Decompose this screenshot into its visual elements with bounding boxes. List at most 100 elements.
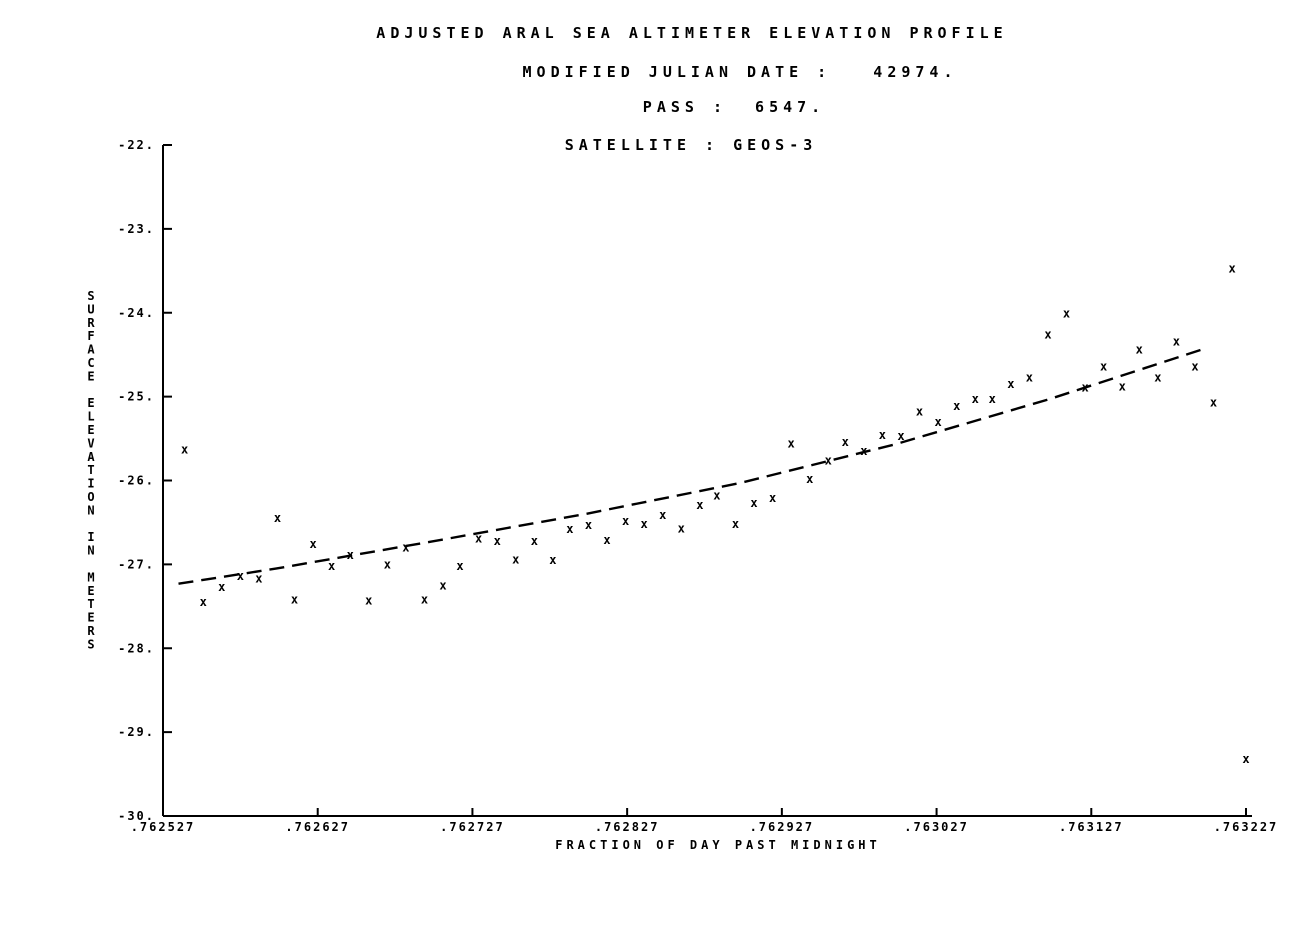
- data-point: x: [806, 472, 813, 486]
- data-point: x: [972, 392, 979, 406]
- data-point: x: [788, 437, 795, 451]
- data-point: x: [1044, 328, 1051, 342]
- chart-subtitle-pass: PASS : 6547.: [643, 98, 825, 116]
- y-axis-label-letter: A: [87, 343, 95, 357]
- y-tick-label: -26.: [118, 474, 155, 488]
- y-axis-label-letter: N: [87, 544, 94, 558]
- y-axis-label-letter: E: [87, 369, 94, 383]
- y-axis-label-letter: V: [87, 436, 94, 450]
- x-tick-label: .762527: [131, 820, 196, 834]
- data-point: x: [328, 559, 335, 573]
- data-point: x: [421, 593, 428, 607]
- data-point: x: [200, 595, 207, 609]
- data-point: x: [989, 392, 996, 406]
- y-axis-label-letter: R: [87, 316, 95, 330]
- x-tick-label: .762727: [440, 820, 505, 834]
- data-point: x: [402, 541, 409, 555]
- data-point: x: [860, 444, 867, 458]
- data-point: x: [585, 518, 592, 532]
- data-point: x: [1228, 261, 1235, 275]
- y-tick-label: -29.: [118, 725, 155, 739]
- y-axis-label-letter: E: [87, 584, 94, 598]
- data-point: x: [897, 429, 904, 443]
- data-point: x: [218, 580, 225, 594]
- y-tick-label: -22.: [118, 138, 155, 152]
- x-tick-label: .763227: [1214, 820, 1279, 834]
- data-point: x: [1173, 334, 1180, 348]
- y-axis-label-letter: L: [87, 410, 94, 424]
- data-point: x: [678, 521, 685, 535]
- chart-subtitle-date: MODIFIED JULIAN DATE : 42974.: [523, 63, 958, 81]
- y-axis-label-letter: F: [87, 329, 94, 343]
- data-point: x: [1100, 359, 1107, 373]
- y-axis-label-letter: I: [87, 530, 94, 544]
- data-point: x: [512, 552, 519, 566]
- x-tick-label: .763127: [1059, 820, 1124, 834]
- y-axis-label-letter: T: [87, 463, 94, 477]
- chart-title: ADJUSTED ARAL SEA ALTIMETER ELEVATION PR…: [376, 24, 1007, 42]
- data-point: x: [181, 442, 188, 456]
- fit-line-group: [178, 347, 1205, 585]
- data-point: x: [1119, 380, 1126, 394]
- data-point: x: [549, 553, 556, 567]
- data-point: x: [713, 489, 720, 503]
- y-tick-label: -23.: [118, 222, 155, 236]
- data-point: x: [696, 498, 703, 512]
- y-axis-label-letter: E: [87, 396, 94, 410]
- y-axis-label-letter: O: [87, 490, 94, 504]
- y-tick-label: -30.: [118, 809, 155, 823]
- x-tick-label: .762827: [595, 820, 660, 834]
- data-point: x: [769, 491, 776, 505]
- data-point: x: [1081, 380, 1088, 394]
- y-axis-label-letter: E: [87, 423, 94, 437]
- data-point: x: [384, 557, 391, 571]
- data-point: x: [1242, 752, 1249, 766]
- data-point: x: [1136, 343, 1143, 357]
- y-axis-label-letter: S: [87, 637, 94, 651]
- data-point: x: [825, 453, 832, 467]
- y-tick-label: -27.: [118, 557, 155, 571]
- data-point: x: [255, 572, 262, 586]
- x-tick-label: .762927: [750, 820, 815, 834]
- x-axis-label: FRACTION OF DAY PAST MIDNIGHT: [555, 838, 881, 852]
- data-point: x: [439, 578, 446, 592]
- data-point: x: [916, 405, 923, 419]
- fit-line: [178, 347, 1205, 585]
- data-point: x: [309, 537, 316, 551]
- data-point: x: [641, 517, 648, 531]
- x-tick-label: .763027: [904, 820, 969, 834]
- data-point: x: [1026, 370, 1033, 384]
- y-axis-ticks: -22. -23. -24. -25. -26. -27. -28. -29. -30.: [118, 138, 172, 823]
- data-point: x: [494, 534, 501, 548]
- x-axis-ticks: .762527 .762627 .762727 .762827 .762927 .7630…: [131, 808, 1279, 834]
- y-axis-label-letter: E: [87, 611, 94, 625]
- data-point: x: [659, 508, 666, 522]
- data-point: x: [566, 522, 573, 536]
- data-point: x: [531, 534, 538, 548]
- data-point: x: [1063, 307, 1070, 321]
- y-axis-label-letter: R: [87, 624, 95, 638]
- data-point: x: [1154, 370, 1161, 384]
- y-tick-label: -25.: [118, 390, 155, 404]
- data-point: x: [622, 514, 629, 528]
- y-axis-label-letter: A: [87, 450, 95, 464]
- data-point: x: [365, 593, 372, 607]
- data-point: x: [1191, 359, 1198, 373]
- x-tick-label: .762627: [285, 820, 350, 834]
- chart-subtitle-satellite: SATELLITE : GEOS-3: [565, 136, 818, 154]
- y-tick-label: -28.: [118, 641, 155, 655]
- y-axis-label-letter: T: [87, 597, 94, 611]
- y-axis-label-letter: M: [87, 570, 94, 584]
- y-axis-label-letter: N: [87, 503, 94, 517]
- data-point: x: [475, 531, 482, 545]
- data-point: x: [1210, 395, 1217, 409]
- data-point: x: [842, 435, 849, 449]
- data-point: x: [1007, 377, 1014, 391]
- data-point: x: [237, 569, 244, 583]
- data-point: x: [935, 415, 942, 429]
- y-axis-label-letter: C: [87, 356, 94, 370]
- data-point: x: [750, 496, 757, 510]
